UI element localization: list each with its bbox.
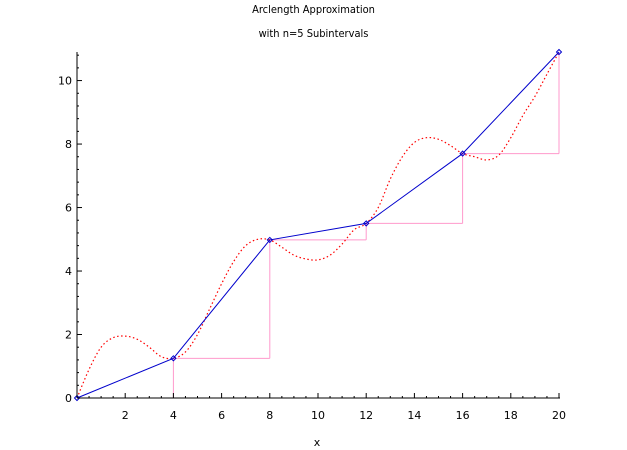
x-tick-label: 16 (456, 409, 470, 422)
y-tick-label: 2 (65, 329, 72, 342)
x-tick-label: 10 (311, 409, 325, 422)
function-curve (76, 51, 560, 399)
x-tick-label: 2 (122, 409, 129, 422)
x-axis-label: x (314, 436, 321, 449)
x-tick-label: 4 (170, 409, 177, 422)
x-tick-label: 14 (407, 409, 421, 422)
y-tick-label: 6 (65, 202, 72, 215)
chart-title: Arclength Approximation (252, 3, 375, 16)
chart-subtitle: with n=5 Subintervals (258, 27, 369, 40)
step-rectangles (77, 52, 560, 399)
axes: 2 4 6 8 10 12 14 16 18 20 0 2 4 6 8 10 (58, 52, 566, 422)
x-tick-label: 20 (552, 409, 566, 422)
x-tick-label: 6 (218, 409, 225, 422)
x-tick-label: 18 (504, 409, 518, 422)
polygon-vertex-marker (170, 355, 177, 362)
polygon-vertex-marker (266, 236, 274, 244)
y-tick-label: 8 (65, 138, 72, 151)
x-tick-label: 8 (266, 409, 273, 422)
polygon-vertex-marker (459, 150, 466, 157)
y-tick-label: 0 (65, 392, 72, 405)
y-tick-label: 10 (58, 75, 72, 88)
polygon-vertex-marker (555, 48, 563, 56)
x-tick-label: 12 (359, 409, 373, 422)
polygon-vertex-marker (362, 220, 370, 227)
y-tick-label: 4 (65, 265, 72, 278)
polygonal-approximation (73, 48, 563, 402)
polygon-vertex-marker (73, 394, 81, 402)
curve-line (76, 51, 560, 399)
polygon-line (76, 51, 560, 399)
